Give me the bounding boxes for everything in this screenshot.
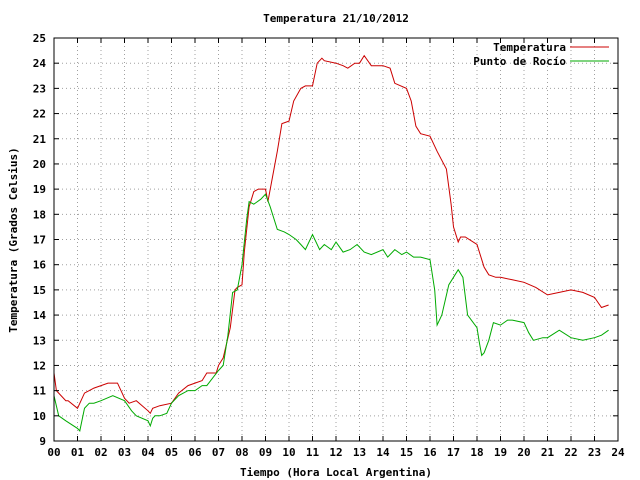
y-tick-label: 25 [33, 32, 46, 45]
y-tick-label: 10 [33, 410, 46, 423]
x-tick-label: 20 [517, 446, 530, 459]
x-tick-label: 23 [588, 446, 601, 459]
punto-de-rocio-line [53, 193, 609, 432]
y-tick-label: 16 [33, 259, 47, 272]
series-lines [53, 54, 609, 432]
x-tick-label: 13 [353, 446, 366, 459]
y-tick-label: 11 [33, 385, 47, 398]
x-tick-label: 24 [611, 446, 625, 459]
y-tick-label: 20 [33, 158, 46, 171]
x-tick-label: 06 [188, 446, 202, 459]
x-tick-label: 08 [235, 446, 248, 459]
x-tick-label: 00 [47, 446, 60, 459]
y-tick-label: 22 [33, 108, 46, 121]
y-tick-label: 24 [33, 57, 47, 70]
x-tick-label: 11 [306, 446, 320, 459]
y-tick-label: 19 [33, 183, 46, 196]
x-axis-label: Tiempo (Hora Local Argentina) [240, 466, 432, 479]
legend-label-temperatura: Temperatura [493, 41, 566, 54]
y-axis-label: Temperatura (Grados Celsius) [7, 147, 20, 332]
x-tick-label: 05 [165, 446, 178, 459]
legend: Temperatura Punto de Rocío [473, 41, 609, 68]
y-tick-label: 18 [33, 208, 46, 221]
chart-title: Temperatura 21/10/2012 [263, 12, 409, 25]
y-tick-label: 21 [33, 133, 47, 146]
y-tick-labels: 9 10 11 12 13 14 15 16 17 18 19 20 21 22 23 24 25 [33, 32, 47, 448]
x-tick-label: 04 [141, 446, 155, 459]
y-tick-label: 23 [33, 82, 46, 95]
axis-ticks [53, 37, 619, 442]
x-tick-label: 16 [423, 446, 437, 459]
x-tick-label: 15 [400, 446, 413, 459]
y-tick-label: 13 [33, 334, 46, 347]
y-tick-label: 9 [39, 435, 46, 448]
y-tick-label: 12 [33, 359, 46, 372]
x-tick-label: 18 [470, 446, 483, 459]
temperatura-line [53, 54, 609, 415]
x-tick-label: 21 [541, 446, 555, 459]
legend-label-punto-de-rocio: Punto de Rocío [473, 55, 566, 68]
x-tick-labels: 00 01 02 03 04 05 06 07 08 09 10 11 12 13 14 15 16 17 18 19… [47, 446, 625, 459]
x-tick-label: 07 [212, 446, 225, 459]
y-tick-label: 17 [33, 234, 46, 247]
x-tick-label: 03 [118, 446, 131, 459]
grid [54, 38, 618, 441]
y-tick-label: 15 [33, 284, 46, 297]
y-tick-label: 14 [33, 309, 47, 322]
x-tick-label: 12 [329, 446, 342, 459]
x-tick-label: 01 [71, 446, 85, 459]
x-tick-label: 17 [447, 446, 460, 459]
x-tick-label: 22 [564, 446, 577, 459]
x-tick-label: 09 [259, 446, 272, 459]
x-tick-label: 14 [376, 446, 390, 459]
x-tick-label: 02 [94, 446, 107, 459]
x-tick-label: 10 [282, 446, 295, 459]
x-tick-label: 19 [494, 446, 507, 459]
